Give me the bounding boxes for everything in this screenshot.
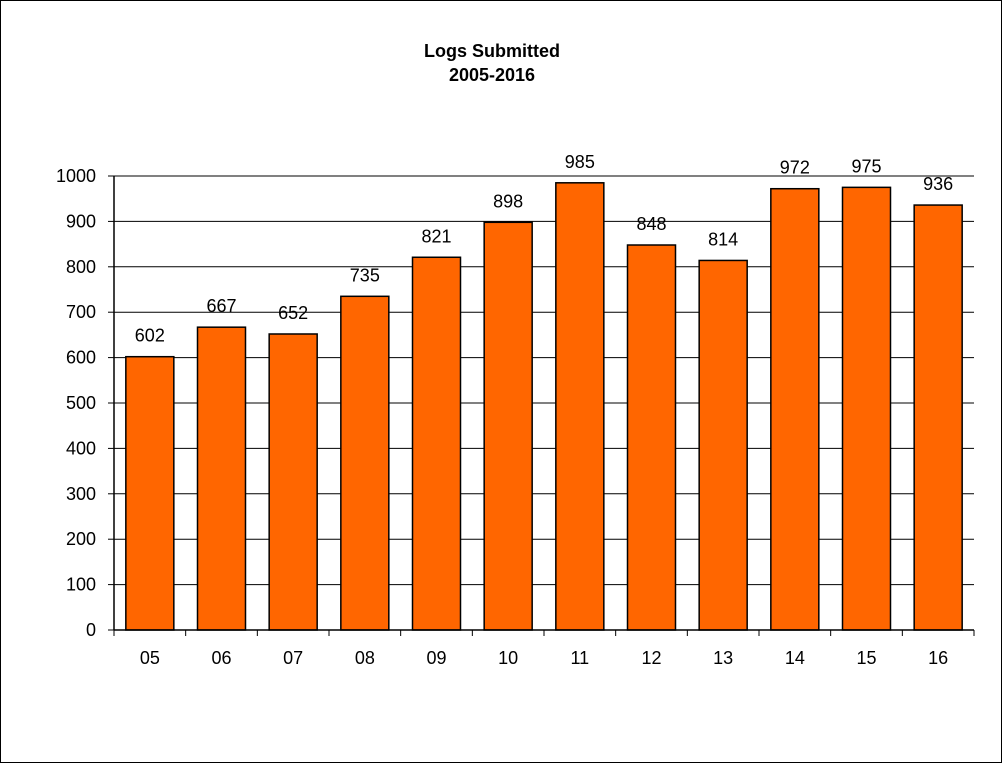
y-tick-label: 100 [66,575,96,595]
x-tick-label: 14 [785,648,805,668]
x-tick-label: 05 [140,648,160,668]
y-tick-label: 600 [66,348,96,368]
data-label: 602 [135,326,165,346]
bar-15 [841,186,892,631]
bar-09 [411,256,462,631]
x-tick-label: 16 [928,648,948,668]
data-label: 814 [708,229,738,249]
bar-08 [340,295,390,631]
bars [125,182,963,631]
data-label: 898 [493,191,523,211]
y-tick-label: 1000 [56,166,96,186]
data-label: 936 [923,174,953,194]
x-tick-label: 10 [498,648,518,668]
x-tick-label: 08 [355,648,375,668]
y-tick-label: 300 [66,484,96,504]
bar-12 [626,244,677,631]
bar-13 [698,259,748,631]
x-tick-label: 09 [426,648,446,668]
data-label: 667 [206,296,236,316]
chart-subtitle: 2005-2016 [449,65,535,85]
y-tick-label: 900 [66,211,96,231]
x-tick-label: 15 [856,648,876,668]
y-tick-label: 500 [66,393,96,413]
y-tick-label: 400 [66,438,96,458]
gridlines [114,175,974,586]
data-label: 972 [780,158,810,178]
bar-07 [268,333,318,631]
bar-06 [196,326,247,631]
data-label: 848 [636,214,666,234]
y-tick-label: 800 [66,257,96,277]
bar-14 [770,187,820,631]
x-tick-labels: 05 06 07 08 09 10 11 12 13 14 15 16 [140,648,948,668]
data-label: 985 [565,152,595,172]
y-tick-label: 0 [86,620,96,640]
data-label: 652 [278,303,308,323]
data-labels: 602 667 652 735 821 898 985 848 814 972 975 936 [135,152,953,346]
data-label: 975 [851,156,881,176]
x-tick-label: 07 [283,648,303,668]
y-tick-label: 200 [66,529,96,549]
bar-11 [555,182,605,631]
x-tick-label: 11 [570,648,589,668]
y-tick-labels: 0 100 200 300 400 500 600 700 800 900 1000 [56,166,96,640]
bar-16 [913,204,963,631]
axes [108,175,975,636]
chart-title: Logs Submitted [424,41,560,61]
x-tick-label: 13 [713,648,733,668]
x-tick-label: 06 [211,648,231,668]
y-tick-label: 700 [66,302,96,322]
data-label: 821 [421,226,451,246]
data-label: 735 [350,265,380,285]
bar-10 [483,221,533,631]
x-tick-label: 12 [641,648,661,668]
bar-05 [125,355,175,631]
